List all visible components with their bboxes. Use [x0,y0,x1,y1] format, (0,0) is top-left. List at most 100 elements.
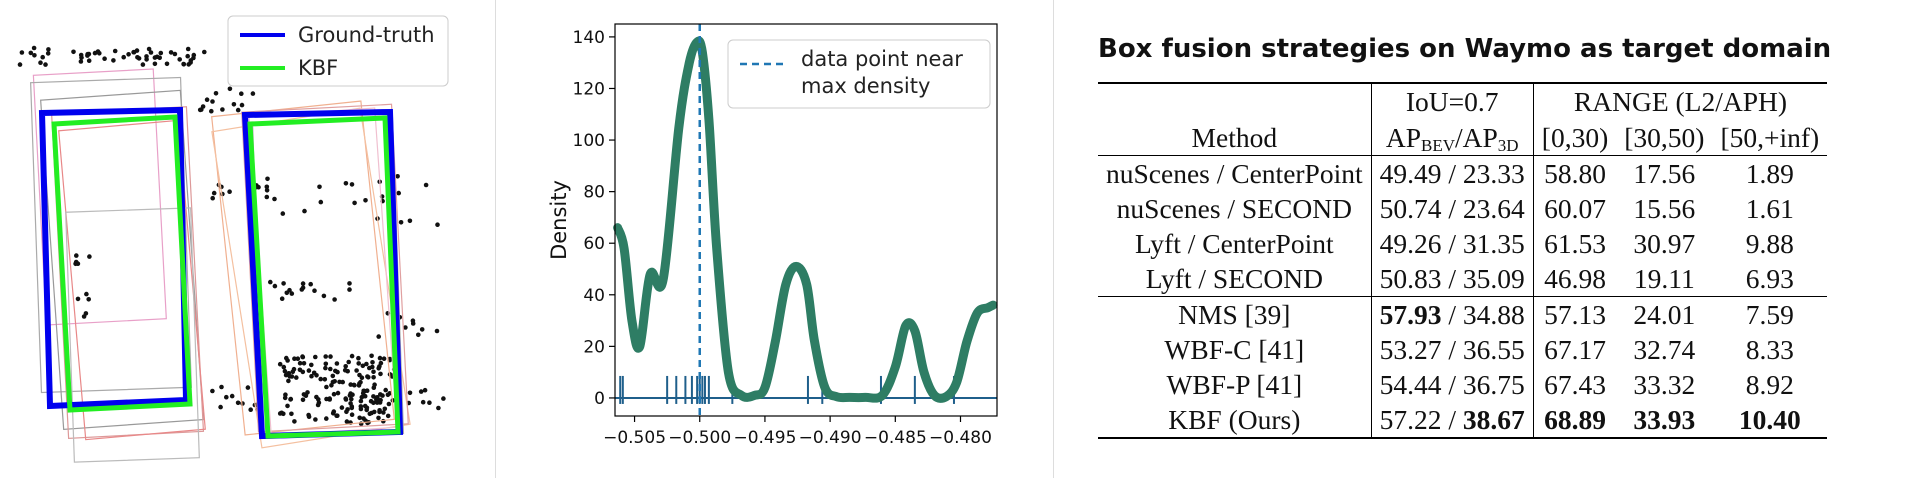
range-cell: 67.43 [1544,369,1606,400]
chart-legend: data point near max density [727,39,991,109]
y-tick-label: 80 [583,183,605,203]
lidar-point [407,218,413,224]
density-chart: −0.505 −0.500 −0.495 −0.490 −0.485 −0.480 0 20 4… [547,23,998,448]
lidar-point [181,62,187,67]
lidar-point [301,392,307,397]
method-cell: nuScenes / SECOND [1098,191,1372,226]
ap-bev-value: 49.49 [1379,158,1442,189]
lidar-point [164,61,170,67]
lidar-point [75,261,81,267]
box-fusion-visualization: Ground-truth KBF [0,0,495,478]
lidar-point [420,399,426,405]
ap-cell: 57.93 / 34.88 [1371,296,1534,332]
lidar-point [272,283,278,289]
lidar-point [279,296,285,302]
lidar-point [348,382,354,387]
method-cell: KBF (Ours) [1098,402,1372,439]
lidar-point [350,392,355,398]
lidar-point [334,361,340,366]
chart-legend-label: data point near [801,47,963,71]
range-cell: 6.93 [1745,263,1794,294]
results-table: IoU=0.7 RANGE (L2/APH) Method APBEV/AP3D… [1098,82,1828,439]
lidar-point [235,107,241,113]
lidar-point [305,390,310,395]
lidar-point [376,415,381,421]
lidar-point [86,58,92,63]
chart-legend-label: max density [801,74,930,98]
lidar-point [343,364,349,369]
lidar-point [239,91,244,96]
density-chart-panel: −0.505 −0.500 −0.495 −0.490 −0.485 −0.480 0 20 4… [496,0,1053,478]
lidar-point [172,51,178,57]
lidar-point [324,384,329,390]
lidar-point [71,49,76,55]
ap-prefix: AP [1385,121,1421,153]
lidar-point [362,403,368,409]
table-subheader-row: Method APBEV/AP3D [0,30) [30,50) [50,+in… [1098,119,1827,156]
lidar-point [300,354,305,359]
lidar-point [349,412,355,418]
range-value-best: 10.40 [1738,404,1801,435]
lidar-point [87,254,92,259]
range-cell: 7.59 [1712,296,1828,332]
ap-bev-value: 54.44 [1379,369,1442,400]
ap-3d-value: 36.55 [1462,334,1525,365]
lidar-point [371,369,376,375]
lidar-point [289,411,294,417]
panel-divider [1053,0,1054,478]
lidar-point [227,86,233,92]
lidar-point [371,385,377,391]
lidar-point [434,328,440,334]
lidar-point [376,334,382,339]
lidar-point [28,50,34,56]
lidar-point [46,47,51,52]
lidar-point [191,52,197,58]
lidar-point [285,358,290,363]
plot-frame [614,23,998,417]
range-cell-best: 33.93 [1616,402,1713,439]
lidar-point [121,54,126,60]
legend-label-kbf: KBF [298,56,338,80]
lidar-point [239,102,245,108]
lidar-point [364,361,369,367]
lidar-point [328,366,333,372]
method-cell: NMS [39] [1098,296,1372,332]
lidar-point [422,387,428,393]
lidar-point [248,407,253,413]
ap-bev-value: 49.26 [1379,228,1442,259]
range-cell: 8.92 [1745,369,1794,400]
lidar-point [349,182,355,187]
ap-cell: 57.22 / 38.67 [1371,402,1534,439]
ap-3d-value: 31.35 [1462,228,1525,259]
lidar-point [300,369,306,375]
lidar-point [86,297,91,302]
lidar-point [322,377,328,382]
ap-cell: 54.44 / 36.75 [1371,367,1534,402]
lidar-point [218,404,223,410]
lidar-point [352,200,357,206]
lidar-point [344,409,349,415]
point-cloud-figure: Ground-truth KBF [17,15,449,463]
lidar-point [300,281,306,286]
y-tick-label: 20 [583,337,605,357]
y-tick-label: 60 [583,234,605,254]
lidar-point [231,102,237,107]
lidar-point [367,365,372,371]
lidar-point [185,46,191,52]
lidar-point [398,220,404,225]
lidar-point [185,53,190,59]
range-cell: 30.97 [1633,228,1696,259]
lidar-point [358,398,364,404]
header-empty [1098,82,1372,119]
lidar-point [377,355,383,361]
lidar-point [321,293,327,299]
lidar-point [364,388,370,394]
proposal-box [58,119,206,441]
lidar-point [382,406,388,412]
lidar-point [317,184,322,190]
lidar-point [78,59,84,64]
lidar-point [202,49,207,55]
lidar-point [332,379,338,384]
lidar-point [369,353,374,359]
lidar-point [92,50,98,56]
